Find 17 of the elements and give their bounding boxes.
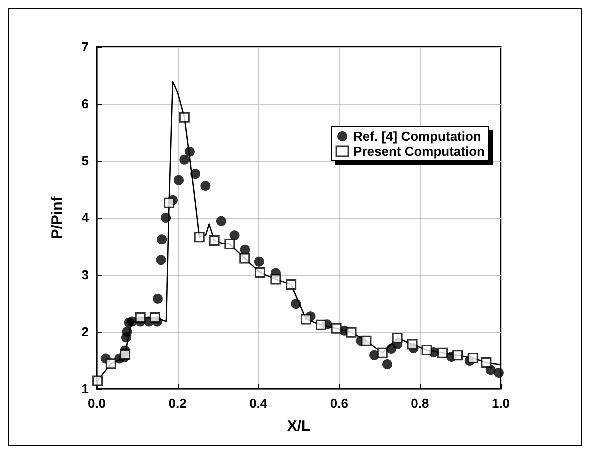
y-axis-title: P/Pinf [49,196,66,240]
y-tick-label: 4 [82,210,90,226]
legend-label: Ref. [4] Computation [354,129,482,144]
y-tick-label: 3 [82,268,89,282]
x-axis-title: X/L [287,418,311,435]
x-tick-label: 0.4 [250,396,268,411]
legend-label: Present Computation [354,144,486,159]
x-tick-label: 0.8 [411,396,430,411]
x-tick-label: 0.0 [88,396,106,411]
y-tick-label: 7 [82,40,89,54]
x-tick-label: 1.0 [492,396,510,411]
x-tick-label: 0.6 [330,396,348,411]
x-tick-label: 0.2 [168,396,187,411]
y-tick-label: 1 [82,382,89,396]
y-tick-label: 2 [82,324,89,340]
y-tick-label: 5 [82,154,89,168]
y-tick-label: 6 [82,96,89,112]
